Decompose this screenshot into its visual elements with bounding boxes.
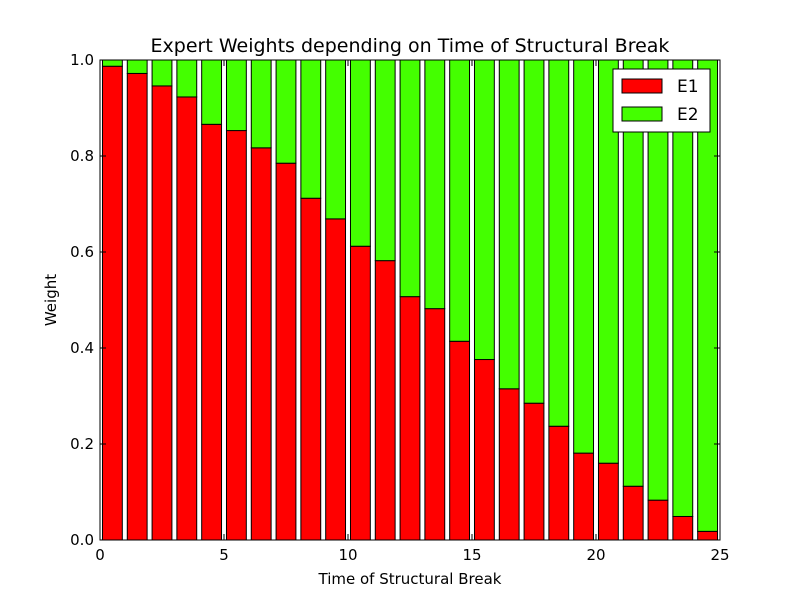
plot-frame [99, 59, 721, 541]
bar-e2-12 [399, 59, 421, 298]
bar-e1-5 [225, 130, 247, 541]
y-tick-label: 1.0 [70, 51, 94, 69]
bar-e1-10 [349, 245, 371, 541]
bar-e1-9 [325, 218, 347, 541]
bar-e1-3 [176, 96, 198, 541]
bar-e1-12 [399, 296, 421, 541]
bar-e1-13 [424, 308, 446, 541]
bar-e2-5 [225, 59, 247, 132]
bar-e2-8 [300, 59, 322, 199]
bar-e1-23 [672, 515, 694, 541]
bar-e2-11 [374, 59, 396, 262]
bar-e2-9 [325, 59, 347, 220]
bar-e1-24 [697, 530, 719, 541]
bar-e2-15 [473, 59, 495, 361]
bar-e2-6 [250, 59, 272, 149]
bar-e1-21 [622, 485, 644, 541]
bar-e1-8 [300, 197, 322, 541]
bar-e1-15 [473, 359, 495, 541]
bar-e1-20 [597, 462, 619, 541]
bar-e1-17 [523, 402, 545, 541]
x-tick-label: 20 [586, 546, 605, 564]
y-tick-label: 0.0 [70, 531, 94, 549]
bar-e1-0 [101, 65, 123, 541]
bar-e2-16 [498, 59, 520, 390]
bar-e2-3 [176, 59, 198, 98]
bar-e2-13 [424, 59, 446, 310]
chart-title: Expert Weights depending on Time of Stru… [151, 35, 670, 57]
y-tick-label: 0.2 [70, 435, 94, 453]
bar-e1-1 [126, 72, 148, 541]
x-tick-label: 25 [710, 546, 729, 564]
bars-group [101, 59, 719, 541]
legend-label-e2: E2 [677, 105, 699, 125]
bar-e2-0 [101, 59, 123, 67]
bar-e2-1 [126, 59, 148, 74]
bar-e2-7 [275, 59, 297, 164]
bar-e1-11 [374, 260, 396, 541]
legend-label-e1: E1 [677, 77, 699, 97]
x-tick-label: 0 [95, 546, 105, 564]
bar-e2-17 [523, 59, 545, 404]
bar-e2-19 [573, 59, 595, 454]
bar-e1-18 [548, 425, 570, 541]
bar-e1-7 [275, 162, 297, 541]
bar-e2-10 [349, 59, 371, 247]
x-axis-label: Time of Structural Break [318, 570, 502, 588]
y-axis-label: Weight [42, 274, 60, 326]
bar-e1-16 [498, 388, 520, 541]
x-tick-label: 10 [338, 546, 357, 564]
bar-e1-6 [250, 147, 272, 541]
bar-e1-14 [449, 340, 471, 541]
x-tick-label: 15 [462, 546, 481, 564]
bar-e1-19 [573, 452, 595, 541]
x-tick-label: 5 [219, 546, 229, 564]
bar-e2-4 [201, 59, 223, 125]
bar-e2-14 [449, 59, 471, 342]
legend-swatch-e1 [621, 78, 663, 94]
bar-e1-4 [201, 123, 223, 541]
bar-e2-18 [548, 59, 570, 427]
y-tick-label: 0.4 [70, 339, 94, 357]
bar-e1-2 [151, 85, 173, 541]
y-tick-label: 0.6 [70, 243, 94, 261]
ticks-group: 0 5 10 15 20 25 0.0 0.2 0.4 0.6 0.8 1.0 [70, 51, 729, 564]
legend-swatch-e2 [621, 106, 663, 122]
y-tick-label: 0.8 [70, 147, 94, 165]
bar-e1-22 [647, 499, 669, 541]
bar-e2-2 [151, 59, 173, 87]
